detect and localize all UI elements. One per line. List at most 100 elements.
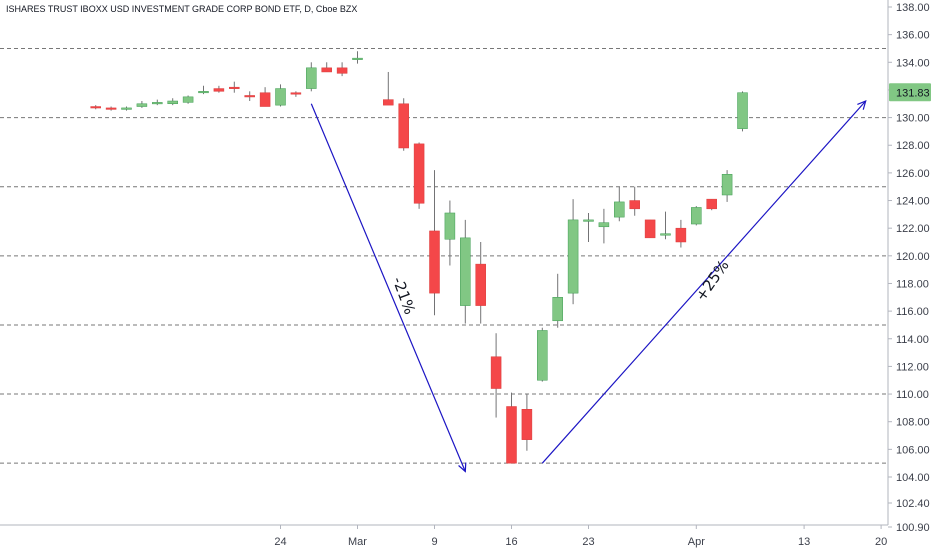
candle-body [167, 100, 178, 105]
candle[interactable] [352, 51, 363, 64]
candles-layer [90, 51, 748, 464]
candle[interactable] [121, 106, 132, 111]
candle-body [290, 92, 302, 95]
candle-body [352, 57, 363, 60]
candle[interactable] [675, 219, 687, 248]
candle-body [259, 92, 271, 107]
candle-body [691, 207, 702, 225]
trend-lines [310, 99, 867, 473]
y-tick-label: 136.00 [896, 30, 930, 42]
candle[interactable] [706, 198, 717, 211]
y-tick-label: 118.00 [896, 278, 929, 290]
candle[interactable] [136, 101, 148, 108]
candle[interactable] [460, 219, 471, 324]
candle[interactable] [583, 212, 594, 242]
candle[interactable] [737, 91, 748, 132]
candle-body [306, 67, 317, 89]
y-tick-label: 126.00 [896, 168, 930, 180]
candle[interactable] [90, 105, 101, 110]
candle-body [413, 143, 425, 204]
candle-body [721, 174, 733, 196]
arrowhead-icon [458, 462, 467, 473]
candle-body [244, 95, 255, 98]
candle[interactable] [429, 170, 440, 316]
candle[interactable] [475, 242, 486, 324]
last-price-tag: 131.83 [889, 83, 931, 102]
candle-body [567, 219, 579, 294]
candle-body [229, 86, 240, 89]
candle[interactable] [259, 87, 271, 107]
candle-body [182, 96, 194, 103]
candle[interactable] [152, 99, 163, 106]
y-tick-label: 122.00 [896, 223, 930, 235]
candle[interactable] [383, 71, 394, 106]
candle[interactable] [229, 81, 240, 93]
candle[interactable] [306, 62, 317, 92]
candle[interactable] [290, 91, 302, 97]
candle-body [552, 297, 563, 322]
candle-body [506, 406, 517, 464]
y-tick-label: 124.00 [896, 196, 930, 208]
candle-body [706, 198, 717, 210]
x-tick-label: 16 [505, 536, 517, 548]
candle[interactable] [537, 327, 548, 382]
candle[interactable] [213, 85, 225, 93]
y-tick-label: 134.00 [896, 57, 930, 69]
candle[interactable] [598, 208, 610, 244]
candle[interactable] [506, 392, 517, 464]
candle[interactable] [167, 98, 178, 106]
x-tick-label: Apr [688, 536, 705, 548]
x-tick-label: Mar [348, 536, 367, 548]
candle[interactable] [552, 273, 563, 328]
candle[interactable] [398, 98, 409, 151]
candle[interactable] [198, 85, 209, 95]
candle-body [475, 263, 486, 306]
candle[interactable] [275, 84, 286, 107]
candle[interactable] [413, 142, 425, 209]
candle-body [152, 102, 163, 105]
trend-line[interactable] [310, 103, 466, 472]
chart-title: ISHARES TRUST IBOXX USD INVESTMENT GRADE… [6, 4, 358, 14]
last-price-label: 131.83 [896, 87, 930, 99]
y-tick-label: 114.00 [896, 334, 929, 346]
candle-body [213, 88, 225, 92]
candle[interactable] [644, 219, 656, 239]
percent-annotation: +25% [692, 257, 733, 305]
candle[interactable] [490, 333, 502, 418]
x-tick-label: 23 [582, 536, 594, 548]
candle-body [598, 222, 610, 228]
candle-body [90, 106, 101, 109]
candle[interactable] [444, 200, 456, 266]
last-price-box [889, 83, 931, 102]
horizontal-levels [0, 47, 888, 464]
candle-body [460, 237, 471, 306]
x-tick-label: 24 [274, 536, 286, 548]
candle-body [275, 88, 286, 106]
candle-body [136, 103, 148, 107]
candle[interactable] [521, 394, 533, 451]
trend-line[interactable] [541, 100, 867, 464]
candle[interactable] [244, 91, 255, 101]
candle[interactable] [182, 95, 194, 104]
candle-body [490, 356, 502, 389]
candle[interactable] [721, 170, 733, 202]
x-tick-label: 9 [431, 536, 437, 548]
candle[interactable] [691, 206, 702, 226]
candle[interactable] [660, 211, 671, 240]
candle[interactable] [629, 186, 640, 216]
candle-body [121, 107, 132, 110]
x-tick-label: 20 [875, 536, 887, 548]
candle[interactable] [336, 62, 348, 77]
candle-body [383, 99, 394, 106]
y-tick-label: 106.00 [896, 444, 930, 456]
candle[interactable] [321, 62, 332, 73]
candle[interactable] [614, 186, 625, 222]
candle-body [660, 233, 671, 236]
candle-body [105, 107, 117, 110]
candle-body [198, 91, 209, 94]
y-tick-label: 112.00 [896, 361, 929, 373]
candle[interactable] [105, 106, 117, 111]
candle-body [321, 67, 332, 73]
candle[interactable] [567, 199, 579, 305]
